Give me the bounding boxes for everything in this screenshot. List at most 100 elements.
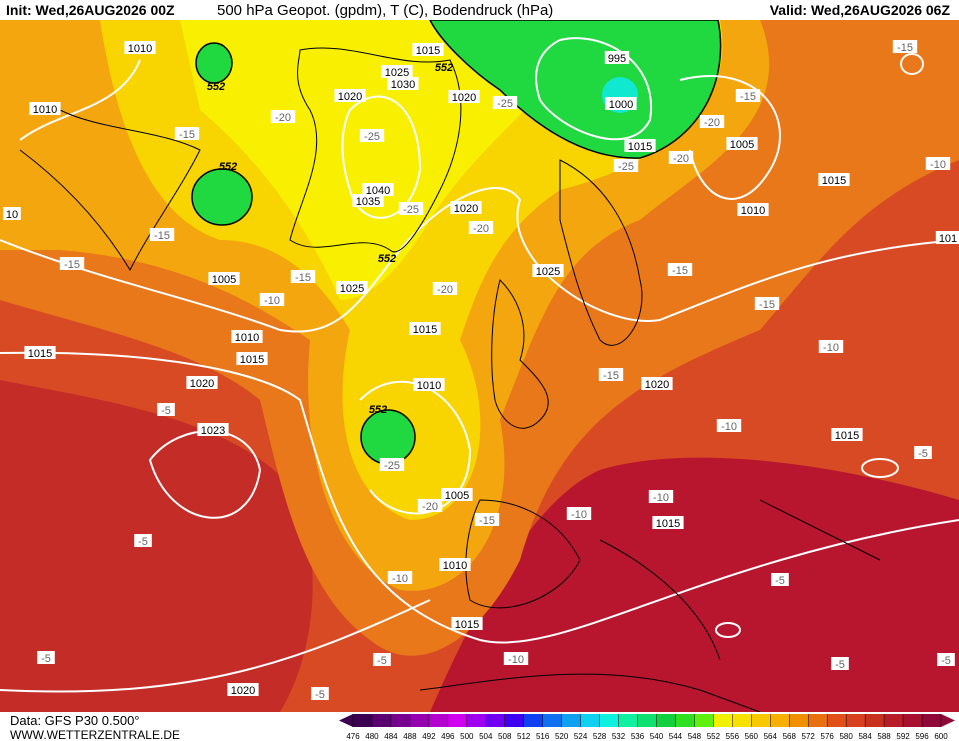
colorbar-tick-label: 596 — [915, 732, 929, 741]
geopotential-label: 552 — [369, 404, 387, 416]
isobar-label: 1005 — [730, 139, 754, 151]
colorbar-cell — [713, 714, 733, 727]
isobar-label: 1020 — [338, 91, 362, 103]
data-source: Data: GFS P30 0.500° — [10, 713, 140, 728]
warm-region — [0, 380, 313, 712]
temperature-label: -10 — [508, 654, 524, 666]
colorbar-cell — [599, 714, 619, 727]
website: WWW.WETTERZENTRALE.DE — [10, 728, 180, 741]
temperature-label: -15 — [154, 230, 170, 242]
isobar-label-box — [412, 43, 444, 56]
isobar-label: 10 — [6, 209, 18, 221]
header-bar — [0, 0, 959, 20]
isobar-label-box — [186, 376, 218, 389]
temperature-label: -5 — [138, 536, 148, 548]
colorbar-cell — [770, 714, 790, 727]
isobar-label: 1015 — [822, 175, 846, 187]
colorbar-cell — [808, 714, 828, 727]
isobar-label: 1010 — [443, 560, 467, 572]
isobar-label: 1015 — [416, 45, 440, 57]
colorbar-cell — [884, 714, 904, 727]
isobar-label-box — [29, 102, 61, 115]
isobar-label-box — [3, 207, 21, 220]
cold-core — [180, 20, 600, 300]
geopotential-label: 552 — [219, 161, 237, 173]
colorbar-cell — [580, 714, 600, 727]
isobar-label: 1020 — [645, 379, 669, 391]
geopotential-label: 552 — [378, 253, 396, 265]
colorbar-cell — [732, 714, 752, 727]
isobar-label: 1020 — [452, 92, 476, 104]
temperature-label-box — [937, 653, 955, 666]
colorbar-tick-label: 544 — [669, 732, 683, 741]
temperature-label: -15 — [740, 91, 756, 103]
temperature-label: -5 — [835, 659, 845, 671]
temperature-label: -10 — [264, 295, 280, 307]
temperature-label: -10 — [823, 342, 839, 354]
isobar-label-box — [831, 428, 863, 441]
colorbar-tick-label: 600 — [934, 732, 948, 741]
colorbar-cell — [751, 714, 771, 727]
isobar-label-box — [532, 264, 564, 277]
colorbar-cell — [504, 714, 524, 727]
isobar-label: 1025 — [385, 67, 409, 79]
isobar-label-box — [227, 683, 259, 696]
isobar-label: 1023 — [201, 425, 225, 437]
temperature-label: -20 — [673, 153, 689, 165]
colorbar-cell — [694, 714, 714, 727]
temperature-label-box — [468, 221, 494, 234]
colorbar-tick-label: 492 — [422, 732, 436, 741]
isobar-label-box — [439, 558, 471, 571]
colorbar: 476 480 484 488 492 496 500 504 508 512 516 520 524 5… — [339, 714, 955, 741]
isobar — [861, 458, 899, 478]
colorbar-tick-label: 512 — [517, 732, 531, 741]
temperature-label: -25 — [403, 204, 419, 216]
isobar-label: 1010 — [741, 205, 765, 217]
isobar-label-box — [197, 423, 229, 436]
isobar-label: 1010 — [235, 332, 259, 344]
valid-time: Valid: Wed,26AUG2026 06Z — [770, 2, 951, 18]
temperature-label-box — [379, 458, 405, 471]
temperature-label-box — [157, 403, 175, 416]
isobar-label-box — [605, 97, 637, 110]
colorbar-cell — [561, 714, 581, 727]
colorbar-tick-label: 488 — [403, 732, 417, 741]
colorbar-tick-label: 552 — [707, 732, 721, 741]
temperature-label-box — [566, 507, 592, 520]
temperature-label: -10 — [392, 573, 408, 585]
isobar-label: 1015 — [455, 619, 479, 631]
isobar-label: 1020 — [454, 203, 478, 215]
isobar-label-box — [236, 352, 268, 365]
isobar-label-box — [450, 201, 482, 214]
temperature-label-box — [667, 263, 693, 276]
temperature-label: -15 — [64, 259, 80, 271]
temperature-label: -5 — [41, 653, 51, 665]
colorbar-tick-label: 516 — [536, 732, 550, 741]
temperature-label: -5 — [315, 689, 325, 701]
colorbar-tick-label: 520 — [555, 732, 569, 741]
isobar — [715, 622, 741, 638]
temperature-label-box — [771, 573, 789, 586]
isobar-label: 1005 — [445, 490, 469, 502]
isobar-label: 1015 — [413, 324, 437, 336]
colorbar-cell — [675, 714, 695, 727]
isobar-label-box — [641, 377, 673, 390]
colorbar-cell — [371, 714, 391, 727]
isobar — [535, 37, 653, 141]
colorbar-tick-label: 528 — [593, 732, 607, 741]
isobar — [900, 53, 924, 75]
coastlines — [19, 47, 881, 713]
temperature-label: -20 — [437, 284, 453, 296]
isobar — [0, 351, 959, 644]
temperature-label-box — [290, 270, 316, 283]
europe — [419, 499, 881, 713]
temperature-label-box — [149, 228, 175, 241]
colorbar-cell — [903, 714, 923, 727]
colorbar-tick-label: 556 — [726, 732, 740, 741]
greenland — [289, 47, 462, 253]
isobar-label: 1015 — [628, 141, 652, 153]
colorbar-tick-label: 548 — [688, 732, 702, 741]
colorbar-cell — [390, 714, 410, 727]
